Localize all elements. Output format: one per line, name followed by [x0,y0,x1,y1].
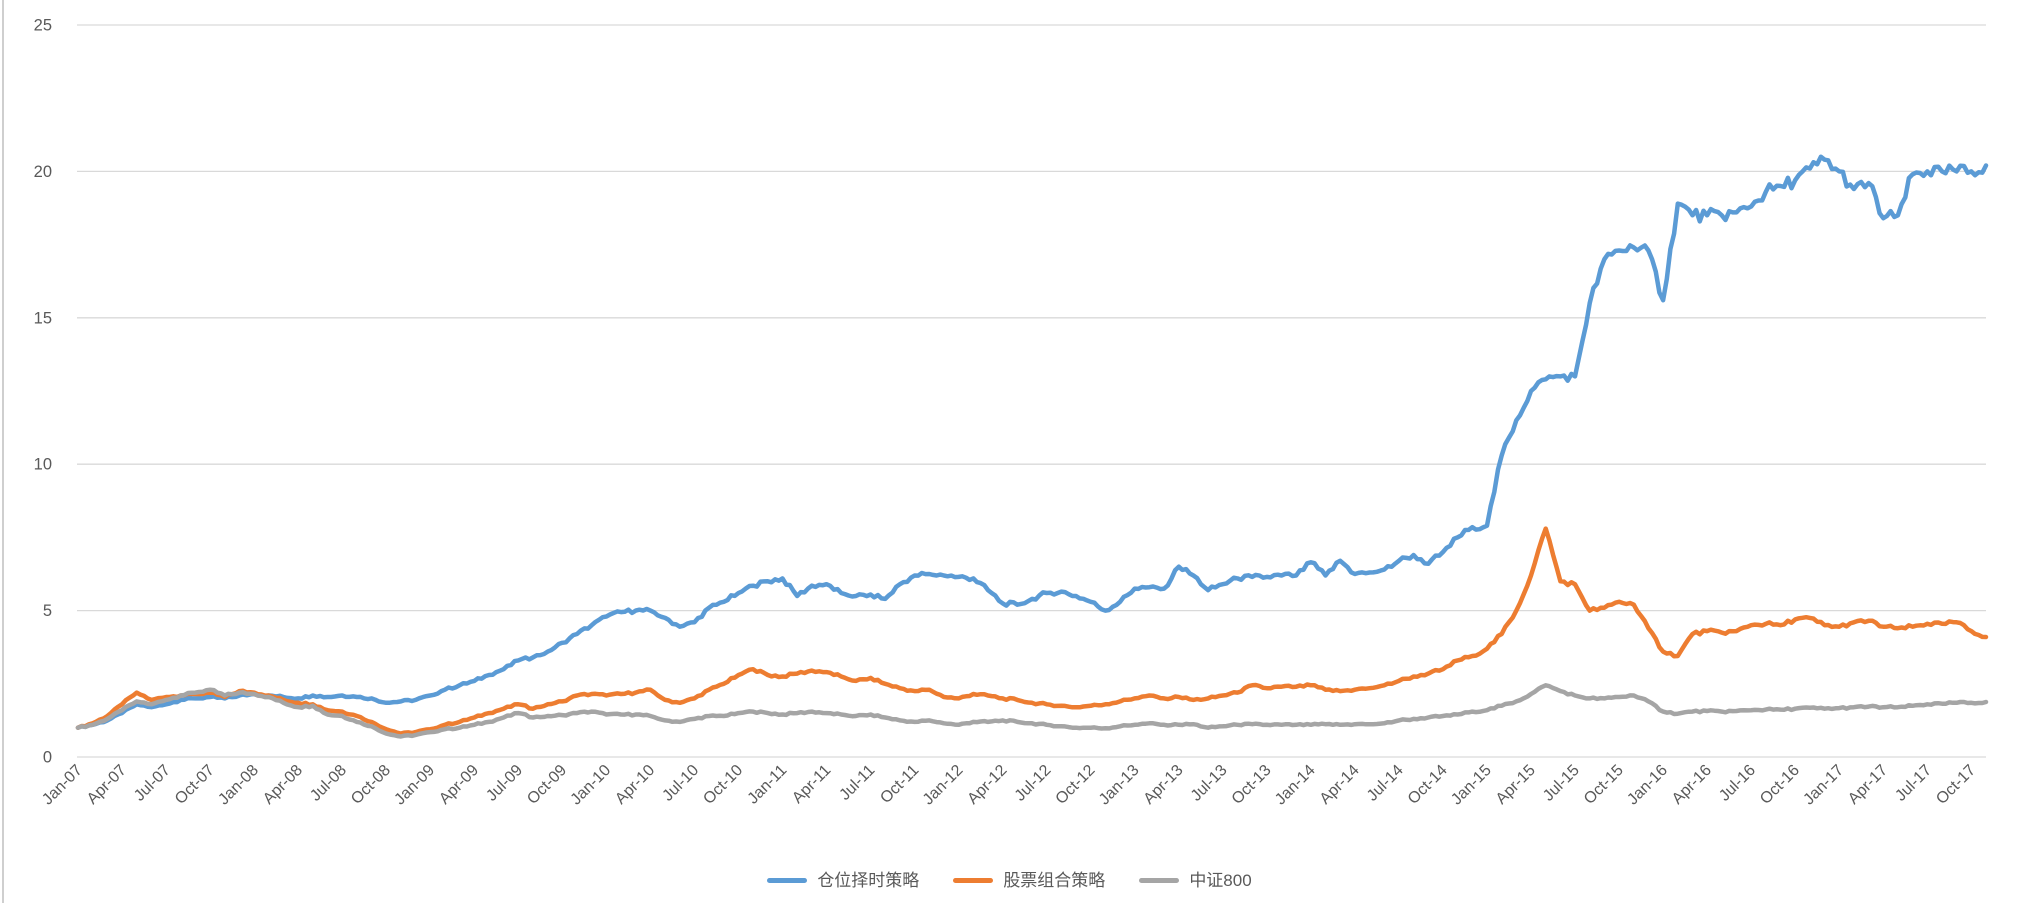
y-axis-tick-label: 10 [34,456,52,474]
legend-label: 中证800 [1189,870,1252,890]
legend-label: 股票组合策略 [1003,870,1106,890]
x-axis-tick-label: Apr-07 [84,762,130,808]
x-axis-tick-label: Apr-08 [260,762,306,808]
legend-swatch-gray-line [1139,877,1180,883]
x-axis-tick-label: Oct-07 [172,762,218,808]
x-axis-tick-label: Jan-16 [1624,762,1671,809]
legend-swatch-orange-line [953,877,994,883]
x-axis-tick-label: Jul-10 [659,762,702,805]
x-axis-tick-label: Oct-14 [1405,762,1451,808]
x-axis-tick-label: Apr-10 [612,762,658,808]
x-axis-tick-label: Jan-07 [39,762,86,809]
series-line-1 [75,526,1989,736]
x-axis-tick-label: Apr-12 [964,762,1010,808]
x-axis-tick-label: Jan-13 [1096,762,1143,809]
legend-label: 仓位择时策略 [817,870,920,890]
x-axis-tick-label: Apr-14 [1317,762,1363,808]
legend-item-csi800: 中证800 [1139,870,1252,890]
x-axis-tick-label: Jan-09 [391,762,438,809]
x-axis-tick-label: Jan-14 [1272,762,1319,809]
x-axis-tick-label: Oct-13 [1229,762,1275,808]
legend-item-position-timing-strategy: 仓位择时策略 [767,872,919,889]
x-axis-tick-label: Apr-13 [1141,762,1187,808]
window-left-edge [2,0,4,903]
y-axis-tick-label: 0 [43,749,52,767]
y-axis-tick-label: 25 [34,17,52,35]
x-axis-tick-label: Jul-11 [836,762,878,804]
x-axis-tick-label: Oct-17 [1933,762,1979,808]
x-axis-tick-label: Jan-15 [1448,762,1495,809]
x-axis-tick-label: Oct-12 [1053,762,1099,808]
x-axis-tick-label: Jul-09 [483,762,526,805]
legend-item-stock-portfolio-strategy: 股票组合策略 [953,872,1105,889]
x-axis-tick-label: Oct-08 [348,762,394,808]
chart-legend: 仓位择时策略 股票组合策略 中证800 [0,866,2019,894]
x-axis-tick-label: Jul-12 [1012,762,1055,805]
x-axis-tick-label: Jul-17 [1892,762,1935,805]
x-axis-tick-label: Jul-14 [1364,762,1407,805]
x-axis-tick-label: Jan-11 [745,762,791,808]
x-axis-tick-label: Oct-09 [524,762,570,808]
legend-swatch-blue-line [767,877,808,883]
x-axis-tick-label: Jul-13 [1188,762,1231,805]
x-axis-tick-label: Oct-11 [877,762,922,807]
x-axis-tick-label: Jan-08 [215,762,262,809]
x-axis-tick-label: Jan-10 [568,762,615,809]
x-axis-tick-label: Apr-15 [1493,762,1539,808]
x-axis-tick-label: Apr-09 [436,762,482,808]
y-axis-tick-label: 5 [43,602,52,620]
x-axis-tick-label: Oct-16 [1757,762,1803,808]
x-axis-tick-label: Jan-17 [1800,762,1847,809]
x-axis-tick-label: Apr-17 [1845,762,1891,808]
x-axis-tick-label: Jul-08 [307,762,350,805]
x-axis-tick-label: Apr-16 [1669,762,1715,808]
series-line-0 [75,154,1989,730]
x-axis-tick-label: Jul-16 [1716,762,1759,805]
y-axis-tick-label: 15 [34,309,52,327]
x-axis-tick-label: Apr-11 [789,762,834,807]
y-axis-tick-label: 20 [34,163,52,181]
series-line-2 [75,683,1989,739]
x-axis-tick-label: Oct-10 [700,762,746,808]
x-axis-tick-label: Jul-15 [1540,762,1583,805]
x-axis-tick-label: Jan-12 [920,762,967,809]
x-axis-tick-label: Jul-07 [131,762,174,805]
x-axis-tick-label: Oct-15 [1581,762,1627,808]
